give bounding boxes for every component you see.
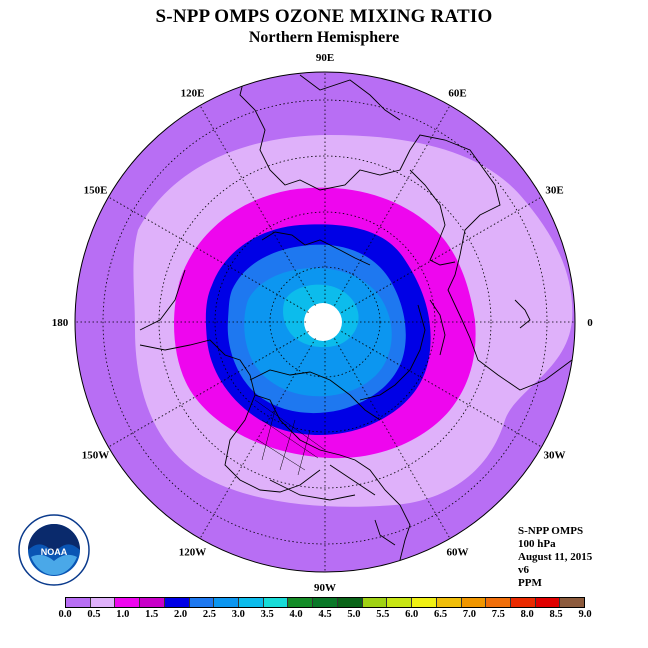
- longitude-label: 60W: [447, 546, 469, 558]
- meridian-line: [108, 196, 309, 313]
- info-level: 100 hPa: [518, 538, 556, 550]
- color-bar-tick: 2.5: [202, 609, 216, 620]
- color-bar-tick: 9.0: [578, 609, 592, 620]
- color-bar-tick: 8.0: [520, 609, 534, 620]
- color-bar-segment: [214, 598, 240, 607]
- color-bar-segment: [412, 598, 437, 607]
- polar-hole: [304, 303, 342, 341]
- meridian-lines: [75, 72, 575, 572]
- color-bar-tick: 3.0: [231, 609, 245, 620]
- color-bar-segment: [535, 598, 561, 607]
- map-outline: [74, 71, 576, 573]
- color-bar-segment: [387, 598, 413, 607]
- state-borders: [254, 399, 326, 476]
- info-block: S-NPP OMPS 100 hPa August 11, 2015 v6 PP…: [518, 525, 592, 590]
- color-bar-segment: [140, 598, 165, 607]
- color-bar-segment: [90, 598, 116, 607]
- color-bar-segment: [263, 598, 289, 607]
- page-title: S-NPP OMPS OZONE MIXING RATIO: [155, 6, 493, 27]
- longitude-label: 90E: [316, 52, 334, 64]
- longitude-label: 90W: [314, 582, 336, 594]
- color-bar: [65, 597, 585, 608]
- color-bar-tick: 7.0: [462, 609, 476, 620]
- color-bar-segment: [189, 598, 215, 607]
- color-bar-tick: 0.0: [58, 609, 72, 620]
- longitude-label: 0: [587, 317, 593, 329]
- color-bar-segment: [66, 598, 91, 607]
- color-bar-ticks: 0.0 0.5 1.0 1.5 2.0 2.5 3.0 3.5 4.0 4.5 5.0 5.5 6.0 6…: [58, 609, 591, 625]
- color-bar-tick: 2.0: [173, 609, 188, 620]
- page-subtitle: Northern Hemisphere: [248, 29, 400, 46]
- color-bar-segment: [115, 598, 141, 607]
- longitude-label: 120E: [181, 88, 205, 100]
- color-bar-segment: [239, 598, 264, 607]
- meridian-line: [108, 331, 309, 448]
- color-bar-tick: 8.5: [549, 609, 563, 620]
- longitude-label: 30W: [543, 450, 565, 462]
- color-bar-segment: [288, 598, 314, 607]
- color-bar-tick: 5.0: [347, 609, 361, 620]
- info-units: PPM: [518, 577, 542, 589]
- meridian-line: [341, 331, 542, 448]
- meridian-line: [334, 338, 451, 539]
- color-bar-segment: [486, 598, 511, 607]
- color-bar-tick: 6.0: [405, 609, 419, 620]
- color-bar-segment: [313, 598, 338, 607]
- longitude-label: 60E: [448, 88, 466, 100]
- color-bar-segment: [362, 598, 388, 607]
- info-instrument: S-NPP OMPS: [518, 525, 584, 537]
- coastlines: [139, 72, 573, 561]
- longitude-label: 150E: [84, 185, 108, 197]
- longitude-label: 30E: [545, 185, 563, 197]
- color-bar-segment: [436, 598, 462, 607]
- color-bar-tick: 6.5: [433, 609, 448, 620]
- color-bar-tick: 7.5: [491, 609, 505, 620]
- meridian-line: [334, 105, 451, 306]
- meridian-line: [199, 338, 316, 539]
- longitude-label: 150W: [82, 450, 110, 462]
- color-bar-segment: [510, 598, 536, 607]
- noaa-logo-icon: NOAA: [18, 514, 90, 586]
- color-bar-tick: 3.5: [260, 609, 274, 620]
- color-bar-segment: [461, 598, 487, 607]
- longitude-label: 120W: [179, 546, 207, 558]
- color-bar-tick: 1.5: [145, 609, 159, 620]
- color-bar-tick: 4.5: [318, 609, 332, 620]
- info-version: v6: [518, 564, 529, 576]
- color-bar-tick: 1.0: [116, 609, 130, 620]
- color-bar-segment: [560, 598, 585, 607]
- color-bar-tick: 0.5: [87, 609, 101, 620]
- color-bar-segment: [164, 598, 190, 607]
- color-bar-segment: [337, 598, 363, 607]
- color-bar-tick: 4.0: [289, 609, 303, 620]
- logo-text: NOAA: [41, 547, 68, 557]
- color-bar-tick: 5.5: [376, 609, 390, 620]
- meridian-line: [341, 196, 542, 313]
- longitude-labels: 90E 60E 30E 0 30W 60W 90W 120W 150W 180 150E 120E: [52, 52, 594, 594]
- info-date: August 11, 2015: [518, 551, 593, 563]
- meridian-line: [199, 105, 316, 306]
- longitude-label: 180: [52, 317, 69, 329]
